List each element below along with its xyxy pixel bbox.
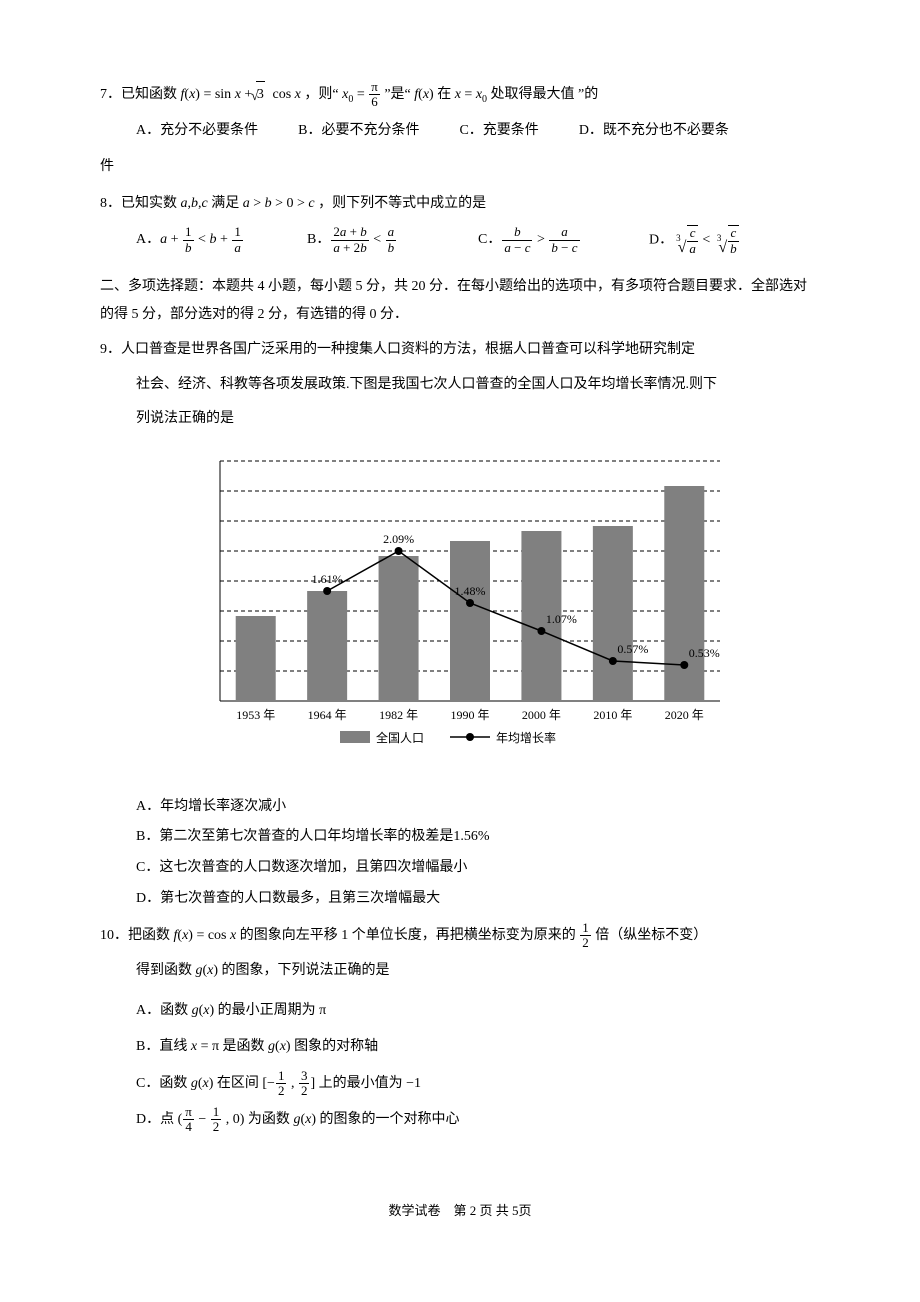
svg-text:1.07%: 1.07% (546, 612, 577, 626)
chart-svg: 1953 年 1964 年 1982 年 1990 年 2000 年 2010 年 2020… (190, 451, 730, 761)
q10-stem1: 10．把函数 f(x) = cos x 的图象向左平移 1 个单位长度，再把横坐… (100, 921, 820, 951)
q7-b: ，则“ (304, 87, 342, 102)
q8-B: B．2a + ba + 2b < ab (307, 225, 478, 263)
q7-D-suffix: 件 (100, 154, 820, 181)
census-chart: 1953 年 1964 年 1982 年 1990 年 2000 年 2010 年 2020… (190, 451, 730, 772)
q7-cond: x0 = π6 (342, 87, 381, 102)
svg-text:2010 年: 2010 年 (593, 708, 632, 722)
q10-stem2: 得到函数 g(x) 的图象，下列说法正确的是 (100, 958, 820, 985)
svg-text:年均增长率: 年均增长率 (496, 730, 556, 745)
q9-line3: 列说法正确的是 (100, 406, 820, 433)
q9-D: D．第七次普查的人口数最多，且第三次增幅最大 (136, 884, 820, 915)
q9-A: A．年均增长率逐次减小 (136, 792, 820, 823)
svg-text:1990 年: 1990 年 (450, 708, 489, 722)
svg-text:2000 年: 2000 年 (522, 708, 561, 722)
svg-text:2020 年: 2020 年 (665, 708, 704, 722)
q7-stem: 7．已知函数 f(x) = sin x + 3√cos x ，则“ x0 = π… (100, 80, 820, 110)
svg-text:全国人口: 全国人口 (376, 730, 424, 745)
q9-C: C．这七次普查的人口数逐次增加，且第四次增幅最小 (136, 853, 820, 884)
q8-A: A．a + 1b < b + 1a (136, 225, 307, 263)
q10-A: A．函数 g(x) 的最小正周期为 π (136, 993, 820, 1029)
q9-options: A．年均增长率逐次减小 B．第二次至第七次普查的人口年均增长率的极差是1.56%… (100, 792, 820, 915)
q7-c: ”是“ (384, 87, 414, 102)
q8-options: A．a + 1b < b + 1a B．2a + ba + 2b < ab C．… (100, 225, 820, 263)
q10-B: B．直线 x = π 是函数 g(x) 图象的对称轴 (136, 1029, 820, 1065)
q7-a: 7．已知函数 (100, 87, 181, 102)
q10-D: D．点 (π4 − 12 , 0) 为函数 g(x) 的图象的一个对称中心 (136, 1102, 820, 1138)
page-footer: 数学试卷 第 2 页 共 5页 (100, 1199, 820, 1224)
q8-D: D．3√ca < 3√cb (649, 225, 820, 263)
q10-options: A．函数 g(x) 的最小正周期为 π B．直线 x = π 是函数 g(x) … (100, 993, 820, 1139)
q8-C: C．ba − c > ab − c (478, 225, 649, 263)
q7-options: A．充分不必要条件 B．必要不充分条件 C．充要条件 D．既不充分也不必要条 (100, 118, 820, 145)
q9-line1: 9．人口普查是世界各国广泛采用的一种搜集人口资料的方法，根据人口普查可以科学地研… (100, 337, 820, 364)
svg-text:1.48%: 1.48% (455, 584, 486, 598)
q10-C: C．函数 g(x) 在区间 [−12 , 32] 上的最小值为 −1 (136, 1066, 820, 1102)
q9-line2: 社会、经济、科教等各项发展政策.下图是我国七次人口普查的全国人口及年均增长率情况… (100, 372, 820, 399)
q7-d: ”的 (578, 87, 598, 102)
section2-head: 二、多项选择题：本题共 4 小题，每小题 5 分，共 20 分．在每小题给出的选… (100, 273, 820, 329)
svg-text:1953 年: 1953 年 (236, 708, 275, 722)
svg-text:1982 年: 1982 年 (379, 708, 418, 722)
svg-text:1964 年: 1964 年 (308, 708, 347, 722)
q8-stem: 8．已知实数 a,b,c 满足 a > b > 0 > c ，则下列不等式中成立… (100, 191, 820, 218)
svg-text:1.61%: 1.61% (312, 572, 343, 586)
q7-B: B．必要不充分条件 (298, 118, 419, 145)
svg-text:0.53%: 0.53% (689, 646, 720, 660)
svg-text:0.57%: 0.57% (617, 642, 648, 656)
q7-A: A．充分不必要条件 (136, 118, 258, 145)
q7-C: C．充要条件 (459, 118, 538, 145)
q7-func: f(x) = sin x + 3√cos x (181, 87, 301, 102)
q7-cond2: f(x) 在 x = x0 处取得最大值 (414, 87, 574, 102)
q9-B: B．第二次至第七次普查的人口年均增长率的极差是1.56% (136, 822, 820, 853)
svg-text:2.09%: 2.09% (383, 532, 414, 546)
q7-D: D．既不充分也不必要条 (579, 118, 729, 145)
